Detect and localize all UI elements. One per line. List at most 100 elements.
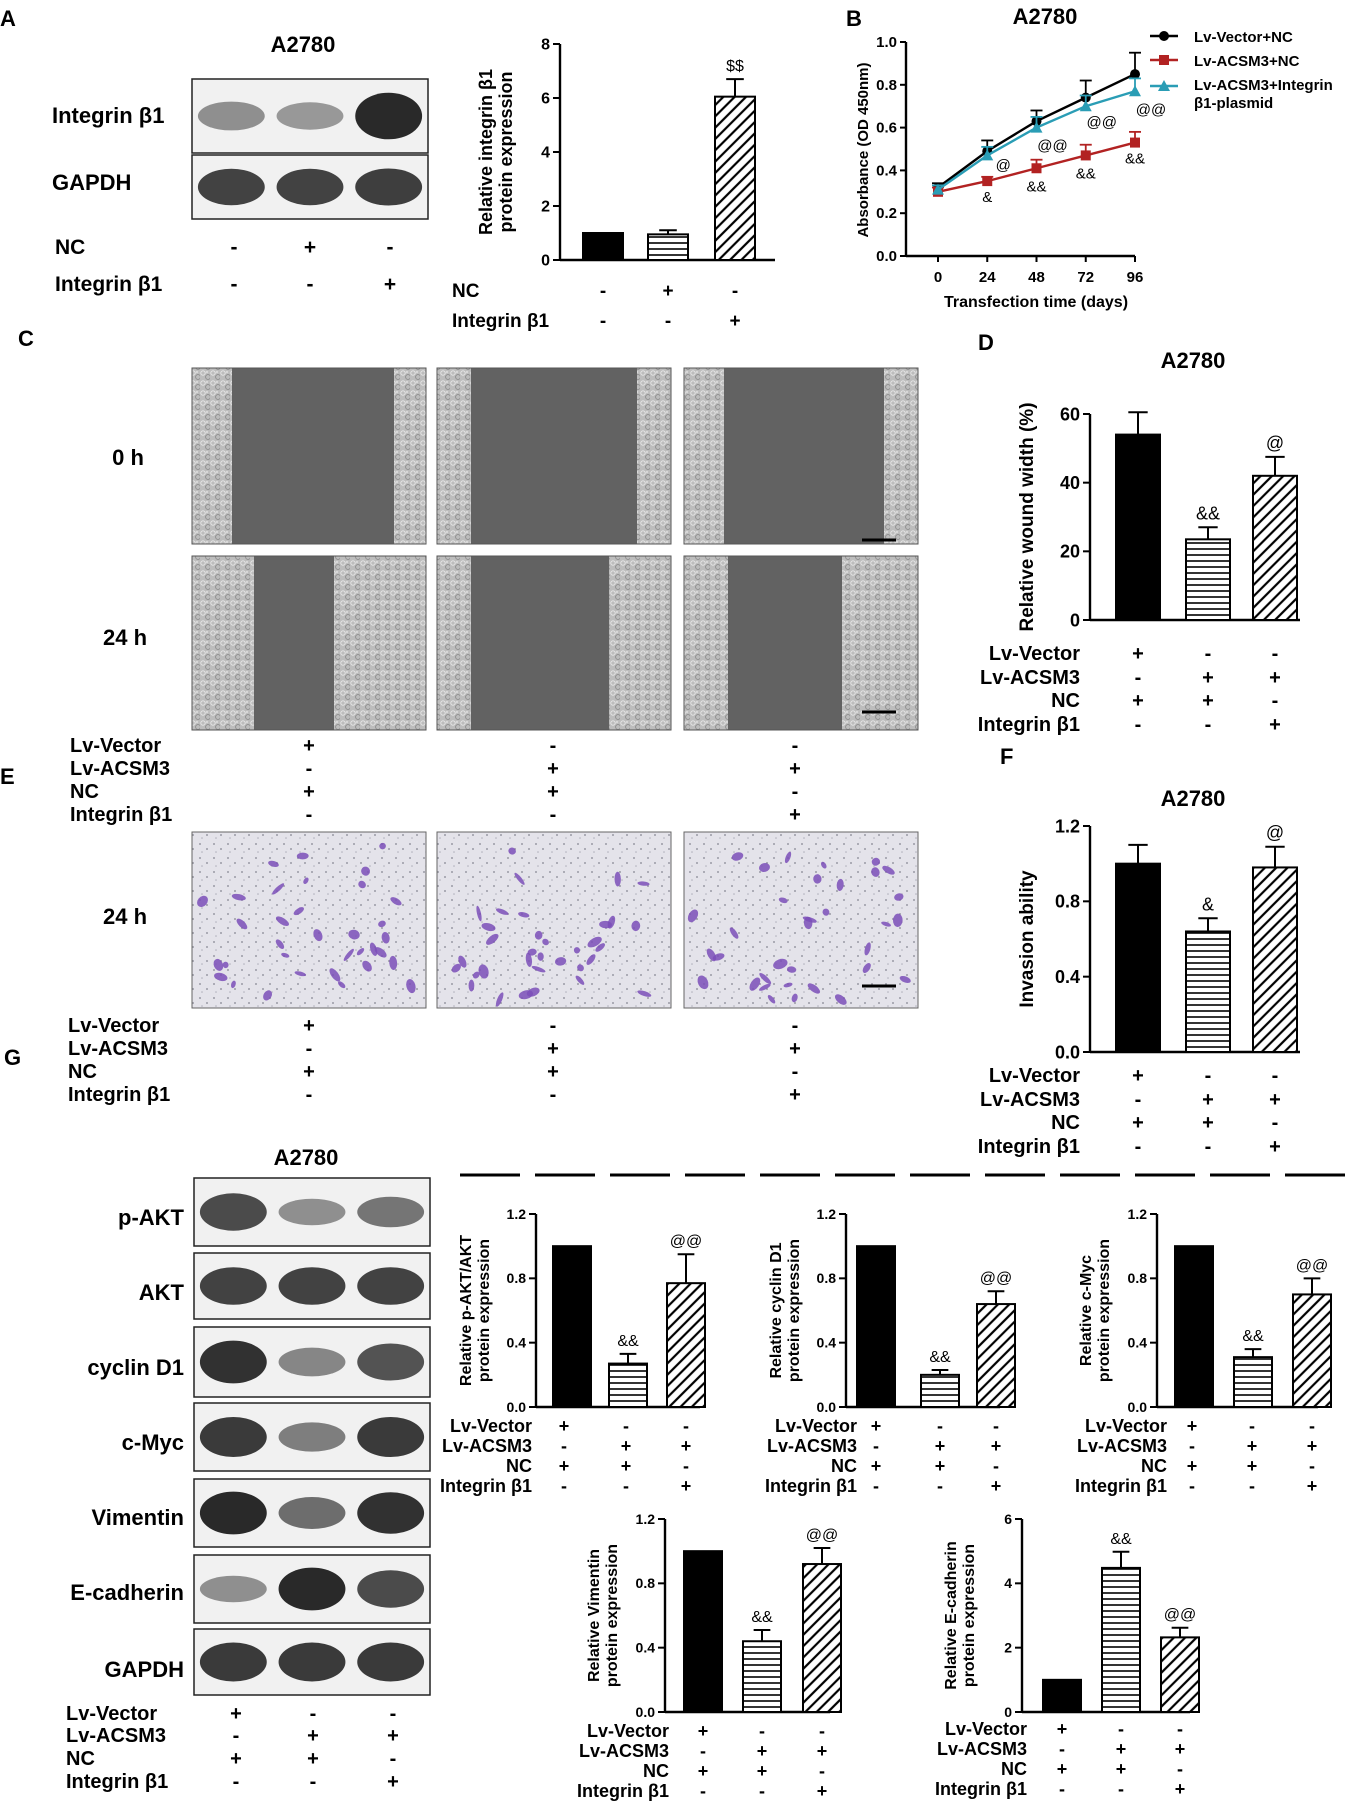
significance-label: @@ bbox=[1136, 101, 1166, 118]
stained-cell bbox=[272, 883, 285, 895]
stained-cell bbox=[389, 955, 398, 970]
blot-band bbox=[199, 1642, 267, 1682]
condition-sign: - bbox=[231, 236, 238, 259]
invasion-img-1 bbox=[191, 831, 427, 1009]
condition-table: Lv-Vector + - -Lv-ACSM3- + +NC + + -Integrin β1-… bbox=[765, 1416, 1001, 1496]
stained-cell bbox=[329, 968, 341, 982]
condition-table: Lv-Vector + - -Lv-ACSM3- + +NC + + -Integrin β1-… bbox=[577, 1721, 827, 1801]
condition-sign: - bbox=[306, 1038, 313, 1060]
stained-cell bbox=[881, 921, 891, 927]
time-label: 0 h bbox=[112, 445, 144, 470]
legend-marker bbox=[1159, 55, 1169, 65]
condition-sign: - bbox=[1249, 1416, 1255, 1436]
y-tick-label: 2 bbox=[1004, 1640, 1012, 1656]
y-tick-label: 4 bbox=[1004, 1575, 1012, 1591]
stained-cell bbox=[531, 965, 546, 973]
condition-sign: - bbox=[1205, 1136, 1212, 1158]
condition-sign: + bbox=[757, 1741, 768, 1761]
stained-cell bbox=[518, 912, 530, 918]
condition-sign: + bbox=[871, 1416, 882, 1436]
stained-cell bbox=[706, 948, 717, 962]
condition-sign: - bbox=[550, 1015, 557, 1037]
y-tick-label: 20 bbox=[1060, 542, 1080, 562]
y-tick-label: 0.8 bbox=[1055, 892, 1080, 912]
condition-sign: - bbox=[1189, 1476, 1195, 1496]
condition-sign: - bbox=[310, 1703, 317, 1725]
condition-sign: - bbox=[1135, 1136, 1142, 1158]
stained-cell bbox=[508, 847, 516, 855]
blot-g-6 bbox=[193, 1628, 431, 1696]
bar-3 bbox=[1252, 866, 1298, 1054]
image-frame bbox=[191, 831, 427, 1009]
condition-sign: + bbox=[303, 1015, 315, 1037]
y-axis-label-line: Relative c-Myc bbox=[1078, 1255, 1095, 1366]
condition-sign: - bbox=[732, 281, 738, 302]
condition-sign: - bbox=[307, 273, 314, 296]
condition-label: Lv-Vector bbox=[68, 1015, 159, 1037]
blot-band bbox=[199, 1575, 267, 1603]
y-tick-label: 0 bbox=[541, 253, 550, 270]
blot-band bbox=[357, 1267, 425, 1305]
bar-3 bbox=[1292, 1293, 1332, 1408]
condition-label: Integrin β1 bbox=[452, 311, 550, 332]
y-tick-label: 0.8 bbox=[876, 77, 897, 94]
condition-table: NC - + - Integrin β1 - - + bbox=[452, 281, 741, 332]
stained-cell bbox=[378, 920, 386, 928]
condition-sign: - bbox=[937, 1476, 943, 1496]
condition-label: NC bbox=[70, 781, 99, 803]
image-frame bbox=[191, 367, 427, 545]
condition-sign: + bbox=[1132, 1065, 1144, 1087]
stained-cell bbox=[637, 990, 652, 997]
condition-label: Integrin β1 bbox=[935, 1779, 1027, 1799]
condition-sign: + bbox=[1175, 1739, 1186, 1759]
condition-label: Integrin β1 bbox=[1075, 1476, 1167, 1496]
blot-band bbox=[197, 101, 265, 131]
stained-cell bbox=[514, 872, 525, 885]
stained-cell bbox=[343, 948, 354, 961]
stained-cell bbox=[369, 942, 378, 956]
y-tick-label: 0.0 bbox=[636, 1704, 656, 1720]
stained-cell bbox=[759, 862, 770, 873]
time-label: 24 h bbox=[103, 904, 147, 929]
condition-label: NC bbox=[55, 236, 85, 259]
bar-1 bbox=[1115, 862, 1161, 1054]
stained-cell bbox=[786, 966, 797, 973]
bar-3 bbox=[666, 1282, 706, 1408]
stained-cell bbox=[275, 916, 289, 926]
wound-gap bbox=[471, 556, 609, 730]
blot-band bbox=[357, 1570, 425, 1608]
condition-sign: + bbox=[1247, 1436, 1258, 1456]
condition-sign: + bbox=[1307, 1476, 1318, 1496]
condition-sign: - bbox=[1205, 643, 1212, 665]
chart-g3: 0.0 0.4 0.8 1.2 && @@ Relative c-Mycprotein ex… bbox=[1078, 1206, 1332, 1415]
y-axis-label-line: Invasion ability bbox=[1017, 870, 1038, 1008]
bar-1 bbox=[683, 1550, 723, 1713]
condition-sign: + bbox=[559, 1456, 570, 1476]
condition-sign: - bbox=[550, 1084, 557, 1106]
stained-cell bbox=[759, 972, 772, 985]
condition-label: Lv-ACSM3 bbox=[579, 1741, 669, 1761]
chart-d: 0 20 40 60 && @ Relative wound width (%) A2780 bbox=[1017, 348, 1300, 632]
stained-cell bbox=[697, 975, 709, 990]
stained-cell bbox=[275, 939, 285, 950]
y-axis-label: Invasion ability bbox=[1017, 870, 1038, 1008]
condition-sign: + bbox=[1202, 667, 1214, 689]
invasion-img-2 bbox=[436, 831, 672, 1009]
data-point bbox=[1129, 85, 1141, 97]
y-tick-label: 0.0 bbox=[817, 1399, 837, 1415]
condition-sign: + bbox=[303, 735, 315, 757]
condition-label: Lv-Vector bbox=[989, 643, 1080, 665]
wound-img-3-24h bbox=[683, 555, 919, 731]
condition-label: Integrin β1 bbox=[440, 1476, 532, 1496]
condition-sign: - bbox=[683, 1456, 689, 1476]
significance-label: && bbox=[617, 1333, 639, 1350]
condition-sign: - bbox=[233, 1771, 240, 1793]
blot-band bbox=[278, 1198, 346, 1226]
y-tick-label: 60 bbox=[1060, 404, 1080, 424]
y-tick-label: 1.2 bbox=[507, 1206, 527, 1222]
time-label: 24 h bbox=[103, 625, 147, 650]
wound-gap bbox=[724, 368, 884, 544]
stained-cell bbox=[481, 922, 496, 932]
condition-sign: + bbox=[1269, 1136, 1281, 1158]
stained-cell bbox=[361, 866, 371, 876]
